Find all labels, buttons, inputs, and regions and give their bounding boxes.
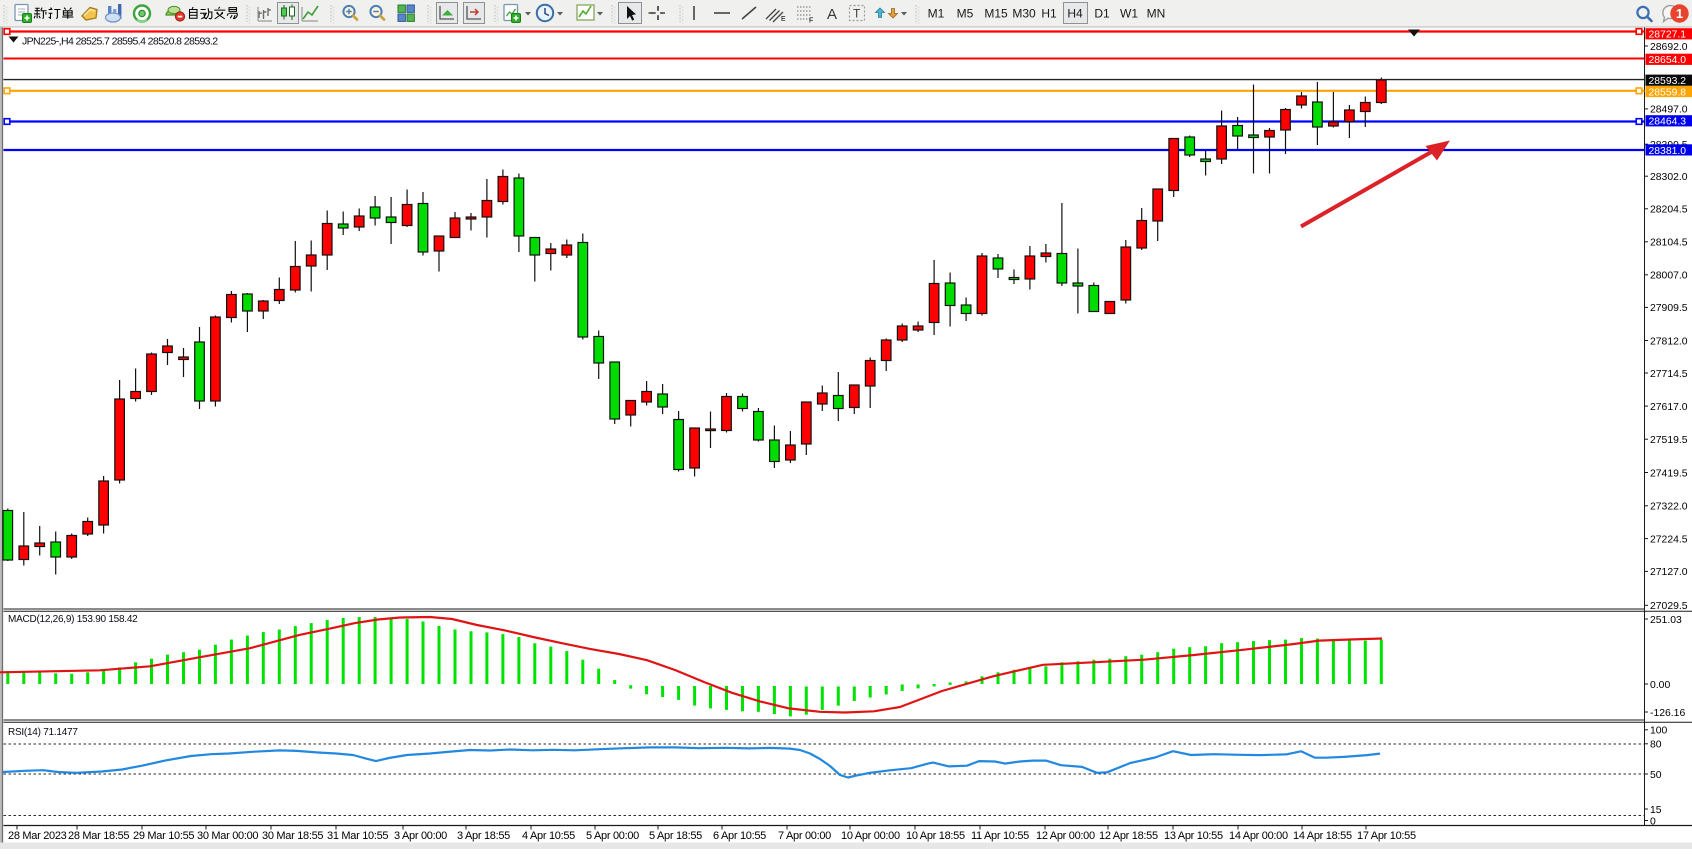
svg-text:27714.5: 27714.5 [1650, 369, 1688, 380]
svg-text:28 Mar 18:55: 28 Mar 18:55 [68, 830, 129, 842]
svg-text:27224.5: 27224.5 [1650, 534, 1688, 545]
svg-text:28464.3: 28464.3 [1649, 117, 1687, 128]
svg-text:27812.0: 27812.0 [1650, 336, 1688, 347]
svg-text:E: E [781, 16, 786, 23]
svg-text:100: 100 [1650, 726, 1668, 737]
svg-text:14 Apr 18:55: 14 Apr 18:55 [1293, 830, 1352, 842]
svg-text:3 Apr 18:55: 3 Apr 18:55 [457, 830, 510, 842]
svg-text:M5: M5 [957, 7, 974, 21]
svg-text:0: 0 [1650, 816, 1656, 827]
svg-text:A: A [827, 6, 837, 23]
svg-text:M1: M1 [928, 7, 945, 21]
svg-text:W1: W1 [1120, 7, 1138, 21]
svg-text:30 Mar 18:55: 30 Mar 18:55 [262, 830, 323, 842]
svg-text:13 Apr 10:55: 13 Apr 10:55 [1164, 830, 1223, 842]
svg-text:7 Apr 00:00: 7 Apr 00:00 [778, 830, 831, 842]
svg-text:3 Apr 00:00: 3 Apr 00:00 [394, 830, 447, 842]
svg-text:4 Apr 10:55: 4 Apr 10:55 [522, 830, 575, 842]
svg-text:28381.0: 28381.0 [1649, 146, 1687, 157]
svg-text:10 Apr 18:55: 10 Apr 18:55 [906, 830, 965, 842]
svg-text:MACD(12,26,9) 153.90 158.42: MACD(12,26,9) 153.90 158.42 [8, 614, 138, 625]
svg-text:F: F [809, 18, 813, 25]
svg-text:RSI(14) 71.1477: RSI(14) 71.1477 [8, 727, 78, 738]
svg-text:28692.0: 28692.0 [1650, 42, 1688, 53]
svg-text:1: 1 [1676, 6, 1683, 21]
svg-text:D1: D1 [1094, 7, 1110, 21]
svg-text:MN: MN [1147, 7, 1166, 21]
svg-text:28654.0: 28654.0 [1649, 55, 1687, 66]
svg-text:M15: M15 [984, 7, 1008, 21]
svg-text:27909.5: 27909.5 [1650, 303, 1688, 314]
svg-text:27322.0: 27322.0 [1650, 502, 1688, 513]
svg-text:12 Apr 18:55: 12 Apr 18:55 [1099, 830, 1158, 842]
svg-text:5 Apr 00:00: 5 Apr 00:00 [586, 830, 639, 842]
svg-text:M30: M30 [1012, 7, 1036, 21]
svg-text:50: 50 [1650, 770, 1662, 781]
svg-text:11 Apr 10:55: 11 Apr 10:55 [971, 830, 1029, 842]
svg-text:30 Mar 00:00: 30 Mar 00:00 [197, 830, 258, 842]
svg-text:28104.5: 28104.5 [1650, 238, 1688, 249]
svg-text:31 Mar 10:55: 31 Mar 10:55 [327, 830, 388, 842]
svg-text:80: 80 [1650, 740, 1662, 751]
svg-text:14 Apr 00:00: 14 Apr 00:00 [1229, 830, 1288, 842]
svg-text:28007.0: 28007.0 [1650, 271, 1688, 282]
svg-text:29 Mar 10:55: 29 Mar 10:55 [133, 830, 194, 842]
svg-text:27127.0: 27127.0 [1650, 567, 1688, 578]
svg-text:6 Apr 10:55: 6 Apr 10:55 [713, 830, 766, 842]
svg-text:H1: H1 [1041, 7, 1057, 21]
svg-text:28 Mar 2023: 28 Mar 2023 [8, 830, 67, 842]
svg-text:5 Apr 18:55: 5 Apr 18:55 [649, 830, 702, 842]
svg-text:H4: H4 [1067, 7, 1083, 21]
svg-text:28302.0: 28302.0 [1650, 172, 1688, 183]
svg-text:27617.0: 27617.0 [1650, 402, 1688, 413]
svg-text:17 Apr 10:55: 17 Apr 10:55 [1357, 830, 1416, 842]
svg-text:28204.5: 28204.5 [1650, 205, 1688, 216]
svg-text:27419.5: 27419.5 [1650, 468, 1688, 479]
svg-text:T: T [853, 7, 861, 21]
svg-text:-126.16: -126.16 [1650, 708, 1685, 719]
svg-text:JPN225-,H4 28525.7 28595.4 28: JPN225-,H4 28525.7 28595.4 28520.8 28593… [22, 35, 218, 47]
svg-text:251.03: 251.03 [1650, 615, 1682, 626]
svg-text:12 Apr 00:00: 12 Apr 00:00 [1036, 830, 1095, 842]
svg-text:10 Apr 00:00: 10 Apr 00:00 [841, 830, 900, 842]
svg-text:27519.5: 27519.5 [1650, 435, 1688, 446]
svg-text:27029.5: 27029.5 [1650, 601, 1688, 612]
svg-text:28497.0: 28497.0 [1650, 105, 1688, 116]
svg-text:0.00: 0.00 [1650, 680, 1670, 691]
svg-text:15: 15 [1650, 805, 1662, 816]
svg-text:28593.2: 28593.2 [1649, 76, 1687, 87]
svg-text:28727.1: 28727.1 [1649, 30, 1687, 41]
svg-text:28559.8: 28559.8 [1649, 87, 1687, 98]
